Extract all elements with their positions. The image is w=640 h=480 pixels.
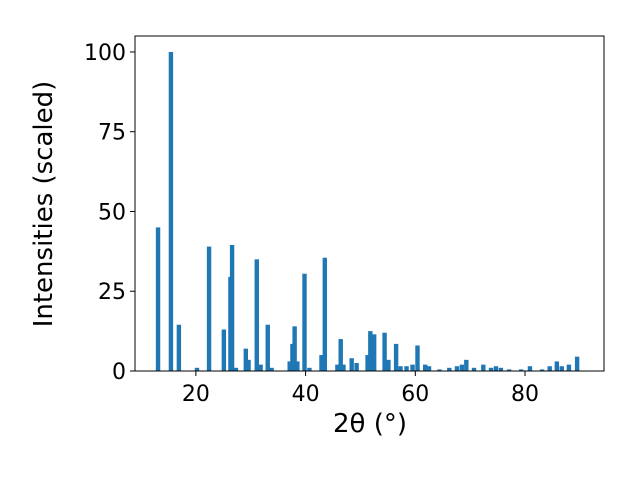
y-tick-label: 75 — [98, 121, 126, 146]
bar — [338, 339, 343, 371]
bar — [559, 366, 564, 371]
plot-frame — [134, 35, 605, 372]
bar — [168, 51, 174, 371]
bar — [322, 257, 327, 371]
bar — [265, 324, 270, 371]
bar — [287, 361, 292, 371]
bar — [269, 367, 274, 371]
bar — [233, 367, 239, 371]
bar — [341, 364, 346, 371]
bar — [464, 359, 469, 371]
bar — [410, 364, 415, 371]
bar — [206, 246, 212, 371]
bar — [404, 366, 409, 371]
bar — [307, 367, 312, 371]
bar — [426, 366, 432, 371]
bar — [335, 364, 340, 371]
bar — [518, 369, 524, 371]
bar — [258, 364, 263, 371]
x-tick-label: 20 — [182, 382, 210, 407]
bar — [155, 227, 161, 371]
bar — [398, 366, 403, 371]
bar — [354, 363, 359, 371]
bar — [302, 273, 307, 371]
bar — [386, 359, 391, 371]
y-tick-label: 100 — [84, 41, 126, 66]
bar — [437, 369, 442, 371]
bar — [382, 332, 387, 371]
bar — [221, 329, 227, 371]
bar — [365, 355, 370, 371]
y-tick-label: 50 — [98, 200, 126, 225]
bar — [527, 366, 533, 371]
bar — [506, 369, 512, 371]
bar — [422, 364, 428, 371]
bar — [493, 366, 499, 371]
bar — [566, 364, 572, 371]
bar — [415, 345, 420, 371]
y-tick-label: 0 — [112, 360, 126, 385]
bar — [319, 355, 324, 371]
x-tick-label: 60 — [401, 382, 429, 407]
x-tick-label: 80 — [511, 382, 539, 407]
x-tick-label: 40 — [292, 382, 320, 407]
y-axis-label: Intensities (scaled) — [29, 81, 59, 328]
bar — [547, 366, 552, 371]
y-tick-label: 25 — [98, 280, 126, 305]
bar — [292, 326, 297, 371]
bar — [254, 259, 259, 371]
bar — [574, 356, 580, 371]
x-axis-label: 2θ (°) — [333, 409, 407, 439]
bar — [481, 364, 486, 371]
bar — [454, 366, 460, 371]
bar — [243, 348, 249, 371]
bar — [393, 343, 399, 371]
bar — [176, 324, 182, 371]
bar — [539, 369, 545, 371]
bar — [371, 334, 377, 371]
bar — [194, 367, 200, 371]
bar — [471, 367, 477, 371]
bar — [246, 359, 251, 371]
bar — [498, 367, 504, 371]
bar — [488, 367, 494, 371]
bar — [447, 367, 452, 371]
bar — [229, 244, 235, 371]
bar — [368, 331, 373, 371]
bar — [295, 361, 300, 371]
bar — [349, 358, 354, 371]
bar — [554, 361, 560, 371]
bar — [459, 364, 465, 371]
